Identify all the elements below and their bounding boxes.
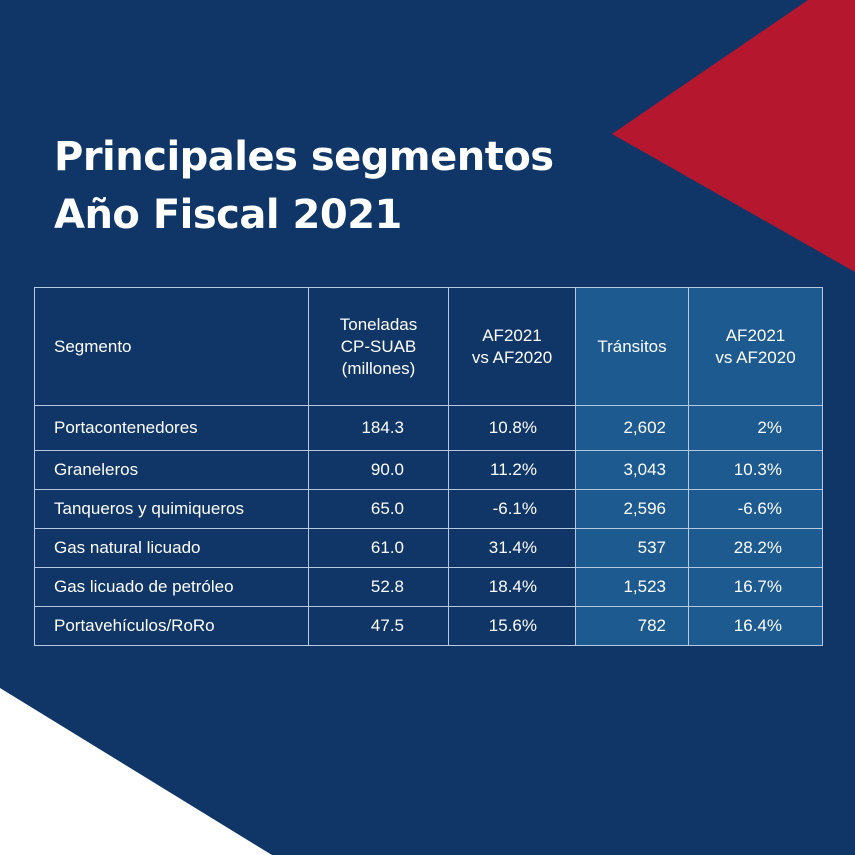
cell-ton-change: 15.6% [448, 606, 576, 646]
header-segmento: Segmento [34, 287, 309, 406]
header-ton-change: AF2021 vs AF2020 [448, 287, 576, 406]
cell-ton-change: 10.8% [448, 405, 576, 451]
segments-table: Segmento Toneladas CP-SUAB (millones) AF… [34, 287, 823, 646]
cell-toneladas: 90.0 [308, 450, 449, 490]
header-row: Segmento Toneladas CP-SUAB (millones) AF… [34, 287, 823, 406]
header-ton-change-line-2: vs AF2020 [471, 347, 553, 367]
red-triangle-accent [612, 0, 855, 272]
header-toneladas-line-3: (millones) [341, 358, 416, 378]
header-trans-change-line-1: AF2021 [725, 325, 786, 345]
title-line-1: Principales segmentos [54, 134, 554, 180]
cell-transitos: 537 [575, 528, 689, 568]
header-segmento-line: Segmento [54, 336, 132, 356]
header-ton-change-line-1: AF2021 [482, 325, 542, 345]
cell-segmento: Gas licuado de petróleo [34, 567, 309, 607]
cell-segmento: Portavehículos/RoRo [34, 606, 309, 646]
table-header: Segmento Toneladas CP-SUAB (millones) AF… [34, 287, 823, 406]
cell-toneladas: 52.8 [308, 567, 449, 607]
cell-trans-change: 2% [688, 405, 823, 451]
cell-transitos: 782 [575, 606, 689, 646]
header-transitos-line: Tránsitos [597, 336, 667, 356]
cell-trans-change: 16.7% [688, 567, 823, 607]
white-triangle-corner [0, 688, 272, 855]
cell-transitos: 1,523 [575, 567, 689, 607]
page-title: Principales segmentos Año Fiscal 2021 [54, 128, 554, 244]
cell-transitos: 2,596 [575, 489, 689, 529]
cell-segmento: Graneleros [34, 450, 309, 490]
header-toneladas-line-1: Toneladas [339, 314, 418, 334]
cell-ton-change: 11.2% [448, 450, 576, 490]
cell-segmento: Gas natural licuado [34, 528, 309, 568]
header-trans-change-line-2: vs AF2020 [715, 347, 796, 367]
header-toneladas-line-2: CP-SUAB [340, 336, 417, 356]
header-transitos: Tránsitos [575, 287, 689, 406]
title-line-2: Año Fiscal 2021 [54, 192, 402, 238]
cell-trans-change: -6.6% [688, 489, 823, 529]
table-row: Graneleros 90.0 11.2% 3,043 10.3% [34, 450, 823, 490]
table-row: Tanqueros y quimiqueros 65.0 -6.1% 2,596… [34, 489, 823, 529]
cell-ton-change: 18.4% [448, 567, 576, 607]
cell-segmento: Portacontenedores [34, 405, 309, 451]
header-toneladas: Toneladas CP-SUAB (millones) [308, 287, 449, 406]
cell-toneladas: 47.5 [308, 606, 449, 646]
cell-toneladas: 61.0 [308, 528, 449, 568]
cell-trans-change: 10.3% [688, 450, 823, 490]
table-row: Portacontenedores 184.3 10.8% 2,602 2% [34, 405, 823, 451]
cell-ton-change: 31.4% [448, 528, 576, 568]
cell-transitos: 3,043 [575, 450, 689, 490]
cell-trans-change: 28.2% [688, 528, 823, 568]
table-row: Portavehículos/RoRo 47.5 15.6% 782 16.4% [34, 606, 823, 646]
cell-toneladas: 184.3 [308, 405, 449, 451]
cell-transitos: 2,602 [575, 405, 689, 451]
table-row: Gas licuado de petróleo 52.8 18.4% 1,523… [34, 567, 823, 607]
cell-segmento: Tanqueros y quimiqueros [34, 489, 309, 529]
header-trans-change: AF2021 vs AF2020 [688, 287, 823, 406]
cell-toneladas: 65.0 [308, 489, 449, 529]
table-row: Gas natural licuado 61.0 31.4% 537 28.2% [34, 528, 823, 568]
table-body: Portacontenedores 184.3 10.8% 2,602 2% G… [34, 405, 823, 646]
cell-ton-change: -6.1% [448, 489, 576, 529]
cell-trans-change: 16.4% [688, 606, 823, 646]
